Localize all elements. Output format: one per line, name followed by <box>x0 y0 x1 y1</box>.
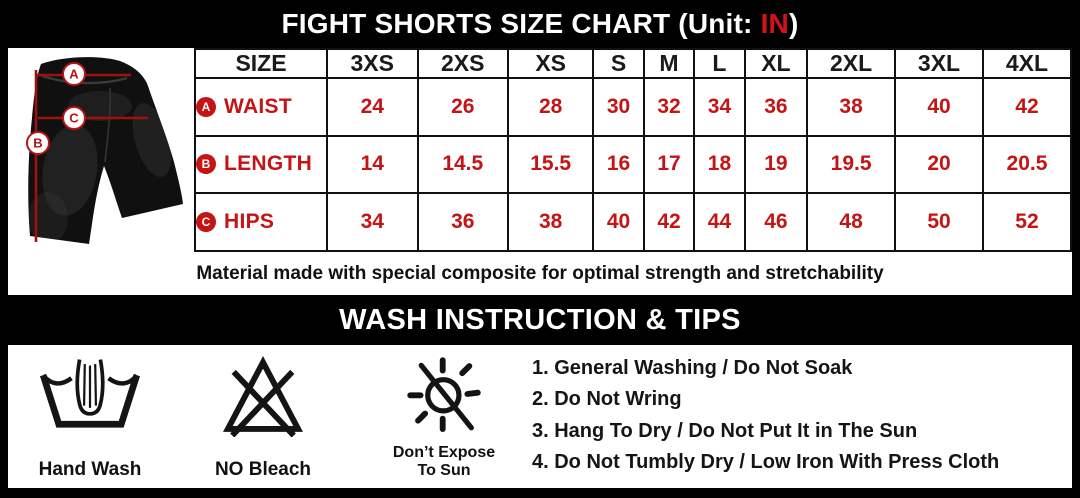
size-chart-panel: A B C SIZE 3XS 2XS XS S M L XL 2XL 3XL 4XL A WAIST 2… <box>8 48 1073 252</box>
fight-shorts-illustration: A B C <box>26 57 184 245</box>
hand-wash-label: Hand Wash <box>38 458 142 480</box>
size-value-cell: 18 <box>693 134 746 195</box>
size-column-header: SIZE <box>194 48 328 79</box>
size-value-cell: 38 <box>806 77 897 137</box>
measure-a-letter: A <box>69 67 79 82</box>
size-value-cell: 17 <box>642 134 696 195</box>
size-header-cell: 3XL <box>894 48 984 79</box>
page-title-text: FIGHT SHORTS SIZE CHART (Unit: <box>281 8 761 39</box>
size-table-row: A WAIST 24 26 28 30 32 34 36 38 40 42 <box>194 77 1073 137</box>
size-value-cell: 40 <box>592 192 645 252</box>
no-bleach-icon <box>219 355 307 437</box>
size-value-cell: 20.5 <box>981 134 1073 195</box>
size-value-cell: 14 <box>326 134 419 195</box>
no-bleach-label: NO Bleach <box>214 458 312 480</box>
no-bleach-item: NO Bleach <box>215 355 311 480</box>
size-header-cell: 2XS <box>416 48 509 79</box>
hand-wash-icon <box>38 355 142 437</box>
no-sun-label: Don’t Expose To Sun <box>392 444 496 480</box>
size-header-cell: S <box>592 48 645 79</box>
size-header-cell: 2XL <box>806 48 897 79</box>
size-table-header-row: SIZE 3XS 2XS XS S M L XL 2XL 3XL 4XL <box>194 48 1073 79</box>
wash-panel: Hand Wash NO Bleach <box>8 345 1072 488</box>
wash-icons-group: Hand Wash NO Bleach <box>8 345 518 488</box>
size-value-cell: 20 <box>894 134 984 195</box>
size-table-row: B LENGTH 14 14.5 15.5 16 17 18 19 19.5 20 20.5 <box>194 134 1073 195</box>
size-value-cell: 52 <box>981 192 1073 252</box>
size-value-cell: 46 <box>743 192 809 252</box>
size-header-cell: 4XL <box>981 48 1073 79</box>
measure-b-letter: B <box>33 136 42 151</box>
size-value-cell: 14.5 <box>416 134 509 195</box>
wash-instruction-bar: WASH INSTRUCTION & TIPS <box>0 295 1080 345</box>
size-value-cell: 32 <box>642 77 696 137</box>
size-value-cell: 28 <box>506 77 595 137</box>
no-sun-item: Don’t Expose To Sun <box>384 355 504 480</box>
size-value-cell: 30 <box>592 77 645 137</box>
size-header-cell: 3XS <box>326 48 419 79</box>
size-header-cell: L <box>693 48 746 79</box>
size-value-cell: 42 <box>642 192 696 252</box>
shorts-measurement-figure: A B C <box>8 48 194 252</box>
size-header-cell: XS <box>506 48 595 79</box>
wash-tip: 4. Do Not Tumbly Dry / Low Iron With Pre… <box>532 450 1000 473</box>
size-header-cell: XL <box>743 48 809 79</box>
size-header-cell: M <box>642 48 696 79</box>
measure-a-marker: A <box>62 62 86 86</box>
material-note: Material made with special composite for… <box>196 262 884 284</box>
size-value-cell: 16 <box>592 134 645 195</box>
measurement-name: HIPS <box>224 210 275 234</box>
size-value-cell: 26 <box>416 77 509 137</box>
size-value-cell: 48 <box>806 192 897 252</box>
wash-instruction-title: WASH INSTRUCTION & TIPS <box>339 303 741 336</box>
measurement-badge: C <box>196 212 216 233</box>
title-bar: FIGHT SHORTS SIZE CHART (Unit: IN) <box>0 0 1080 48</box>
measurement-badge: A <box>196 96 216 117</box>
size-value-cell: 36 <box>743 77 809 137</box>
measure-c-marker: C <box>62 106 86 130</box>
page-title: FIGHT SHORTS SIZE CHART (Unit: IN) <box>282 8 799 40</box>
page-title-close: ) <box>788 8 799 39</box>
size-value-cell: 34 <box>693 77 746 137</box>
size-value-cell: 44 <box>693 192 746 252</box>
measurement-name: LENGTH <box>224 152 313 176</box>
unit-label: IN <box>760 8 789 39</box>
size-value-cell: 19 <box>743 134 809 195</box>
wash-tip: 2. Do Not Wring <box>532 388 682 411</box>
measurement-label-cell: C HIPS <box>194 192 328 252</box>
measurement-label-cell: A WAIST <box>194 77 328 137</box>
measure-b-marker: B <box>26 131 50 155</box>
no-sun-icon <box>403 355 485 433</box>
measurement-badge: B <box>196 154 216 175</box>
measure-c-letter: C <box>69 111 79 126</box>
wash-tip: 1. General Washing / Do Not Soak <box>532 357 853 380</box>
size-value-cell: 15.5 <box>506 134 595 195</box>
measurement-name: WAIST <box>224 94 292 118</box>
size-value-cell: 24 <box>326 77 419 137</box>
size-value-cell: 19.5 <box>806 134 897 195</box>
material-note-strip: Material made with special composite for… <box>8 252 1072 295</box>
size-value-cell: 38 <box>506 192 595 252</box>
size-table: SIZE 3XS 2XS XS S M L XL 2XL 3XL 4XL A WAIST 24 26 28 3… <box>194 48 1073 252</box>
size-table-row: C HIPS 34 36 38 40 42 44 46 48 50 52 <box>194 192 1073 252</box>
size-value-cell: 36 <box>416 192 509 252</box>
size-value-cell: 50 <box>894 192 984 252</box>
size-value-cell: 34 <box>326 192 419 252</box>
hand-wash-item: Hand Wash <box>38 355 142 480</box>
size-value-cell: 42 <box>981 77 1073 137</box>
size-value-cell: 40 <box>894 77 984 137</box>
wash-tips-list: 1. General Washing / Do Not Soak 2. Do No… <box>518 345 1072 488</box>
wash-tip: 3. Hang To Dry / Do Not Put It in The Su… <box>532 419 918 442</box>
measurement-label-cell: B LENGTH <box>194 134 328 195</box>
